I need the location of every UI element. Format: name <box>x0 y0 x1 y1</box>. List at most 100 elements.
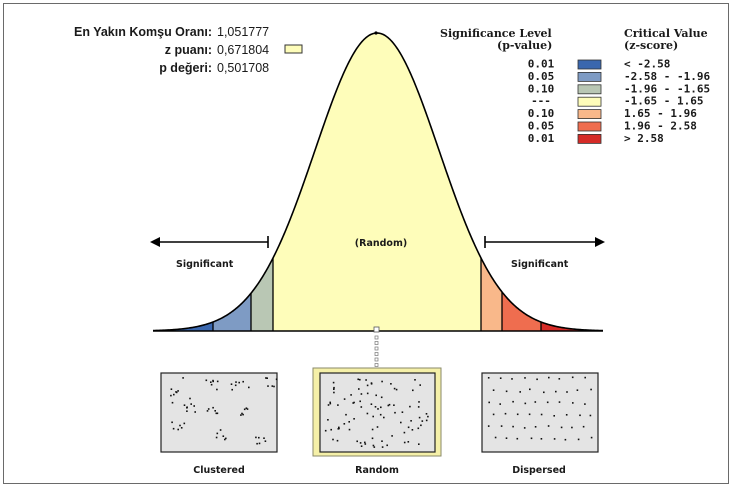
legend-swatch <box>577 59 602 70</box>
point <box>225 437 227 440</box>
legend: Significance Level (p-value) Critical Va… <box>440 27 710 145</box>
point <box>546 401 549 404</box>
clustered-label: Clustered <box>193 465 245 476</box>
point <box>516 413 519 416</box>
point <box>528 413 531 416</box>
point <box>376 426 379 428</box>
curve-band <box>541 321 603 331</box>
nn-ratio-value: 1,051777 <box>217 25 269 39</box>
legend-swatch <box>577 133 602 144</box>
point <box>393 387 396 390</box>
point <box>216 412 219 415</box>
point <box>360 406 363 408</box>
legend-swatch <box>577 72 602 82</box>
legend-z-range: -1.65 - 1.65 <box>624 95 703 108</box>
point <box>548 376 550 379</box>
point <box>500 425 503 427</box>
z-score-label: z puanı: <box>165 43 212 57</box>
point <box>519 391 521 393</box>
point <box>584 403 586 405</box>
point <box>381 380 383 383</box>
point <box>175 391 177 393</box>
point <box>504 412 507 415</box>
point <box>553 438 556 440</box>
point <box>324 429 327 432</box>
point <box>183 404 186 406</box>
point <box>332 381 335 384</box>
point <box>348 428 351 431</box>
dispersed-label: Dispersed <box>512 465 566 476</box>
point <box>327 419 329 421</box>
point <box>425 419 428 422</box>
legend-swatch <box>577 121 602 132</box>
bell-curve-outline <box>152 32 604 332</box>
point <box>189 397 191 400</box>
point <box>212 380 214 383</box>
point <box>530 437 533 440</box>
point <box>381 440 383 442</box>
point <box>390 383 392 385</box>
point <box>411 429 414 431</box>
left-significant-arrow <box>150 236 269 248</box>
point <box>338 427 340 430</box>
point <box>505 437 508 439</box>
nn-ratio-label: En Yakın Komşu Oranı: <box>74 25 212 39</box>
point <box>540 413 543 416</box>
point <box>219 429 222 431</box>
legend-z-range: < -2.58 <box>624 58 670 71</box>
legend-z-range: 1.96 - 2.58 <box>624 120 697 133</box>
point <box>566 391 568 393</box>
curve-band <box>481 258 502 331</box>
curve-band <box>251 258 273 331</box>
connector-dot <box>374 341 379 345</box>
random-center-label: (Random) <box>355 238 407 249</box>
significance-subtitle: (p-value) <box>497 39 552 52</box>
point <box>216 432 219 435</box>
point <box>194 411 196 413</box>
point <box>242 413 244 416</box>
point <box>523 427 526 429</box>
point <box>590 436 593 439</box>
legend-p-value: 0.10 <box>528 82 555 95</box>
point <box>572 402 574 404</box>
point <box>381 446 384 448</box>
point <box>338 426 340 429</box>
point <box>255 436 257 439</box>
critical-title: Critical Value <box>624 27 708 40</box>
point <box>171 401 174 404</box>
point <box>357 378 359 381</box>
point <box>492 413 495 416</box>
point <box>246 408 249 410</box>
point <box>266 377 268 379</box>
point <box>499 377 502 379</box>
point <box>425 413 428 415</box>
point <box>230 383 233 385</box>
point <box>329 402 332 405</box>
point <box>366 384 369 387</box>
point <box>234 384 237 387</box>
legend-z-range: -1.96 - -1.65 <box>624 82 710 95</box>
point <box>371 437 374 440</box>
point <box>395 388 398 391</box>
point <box>348 421 350 423</box>
point <box>224 438 226 441</box>
point <box>372 415 374 418</box>
point <box>412 389 414 392</box>
point <box>352 402 354 404</box>
point <box>511 378 513 380</box>
point <box>329 401 331 404</box>
point <box>330 428 332 431</box>
point <box>386 444 388 447</box>
point <box>337 404 339 406</box>
point <box>186 410 188 412</box>
point <box>359 400 361 403</box>
point <box>512 425 514 428</box>
point <box>590 388 592 391</box>
random-label: Random <box>355 465 399 476</box>
point <box>571 376 574 379</box>
point <box>534 401 537 403</box>
point <box>370 383 373 385</box>
point <box>366 392 369 395</box>
point <box>383 416 385 419</box>
